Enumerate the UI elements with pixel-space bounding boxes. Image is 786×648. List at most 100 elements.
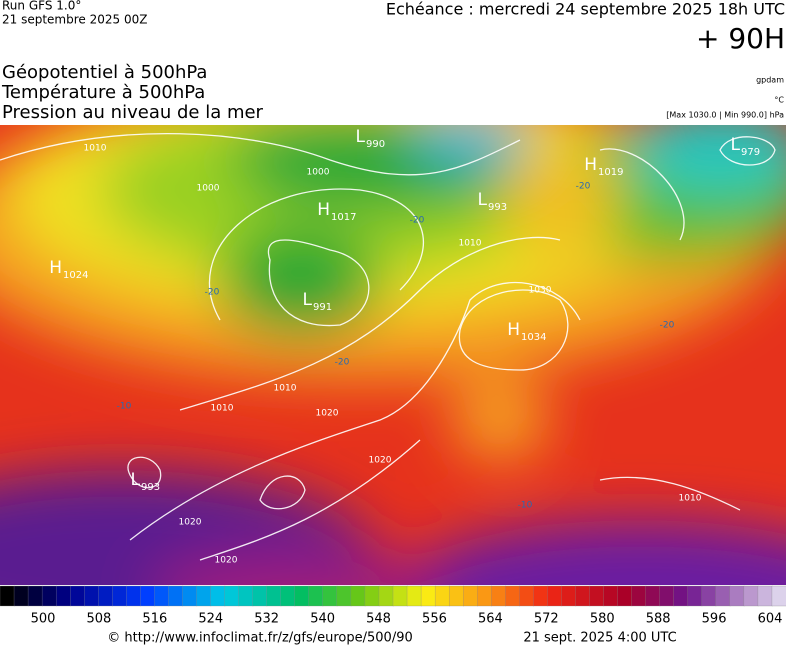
colorbar-swatch — [771, 585, 786, 607]
contour-label: -20 — [205, 288, 220, 298]
center-value: 991 — [313, 302, 332, 313]
contour-label: 1000 — [197, 184, 220, 194]
colorbar-swatch — [757, 585, 773, 607]
colorbar-swatch — [126, 585, 142, 607]
title: Température à 500hPa — [1, 82, 205, 103]
colorbar-swatch — [743, 585, 759, 607]
contour-label: 1020 — [369, 456, 392, 466]
colorbar-swatch — [0, 585, 15, 607]
colorbar-swatch — [154, 585, 170, 607]
colorbar-tick-label: 508 — [87, 612, 112, 627]
colorbar-swatch — [420, 585, 436, 607]
colorbar-swatch — [84, 585, 99, 607]
colorbar-swatch — [308, 585, 324, 607]
title: Géopotentiel à 500hPa — [2, 62, 207, 83]
run-date: 21 septembre 2025 00Z — [2, 13, 147, 27]
colorbar-swatch — [140, 585, 156, 607]
colorbar-swatch — [98, 585, 113, 607]
contour-label: 1010 — [459, 239, 482, 249]
colorbar-swatch — [687, 585, 703, 607]
contour-label: 1020 — [215, 556, 238, 566]
center-value: 990 — [366, 139, 385, 150]
colorbar-swatch — [168, 585, 184, 607]
colorbar-tick-label: 572 — [534, 612, 559, 627]
center-type: H — [317, 200, 330, 220]
colorbar-swatch — [210, 585, 226, 607]
unit: gpdam — [756, 76, 784, 85]
center-value: 1019 — [598, 167, 623, 178]
colorbar-swatch — [27, 585, 43, 607]
footer-time: 21 sept. 2025 4:00 UTC — [523, 631, 676, 646]
contour-label: -10 — [117, 402, 132, 412]
colorbar-swatch — [224, 585, 240, 607]
colorbar-swatch — [406, 585, 422, 607]
contour-label: -20 — [576, 182, 591, 192]
colorbar-swatch — [561, 585, 577, 607]
colorbar-swatch — [13, 585, 29, 607]
contour-label: 1000 — [307, 168, 330, 178]
colorbar-swatch — [645, 585, 661, 607]
colorbar-tick-label: 604 — [758, 612, 783, 627]
run-label: Run GFS 1.0° — [2, 0, 81, 13]
colorbar-tick-label: 524 — [198, 612, 223, 627]
colorbar-swatch — [589, 585, 605, 607]
colorbar-swatch — [378, 585, 394, 607]
colorbar-swatch — [729, 585, 745, 607]
footer-url: © http://www.infoclimat.fr/z/gfs/europe/… — [107, 631, 413, 646]
contour-label: 1010 — [211, 404, 234, 414]
colorbar-swatch — [364, 585, 380, 607]
colorbar-swatch — [182, 585, 198, 607]
colorbar-swatch — [266, 585, 282, 607]
center-value: 993 — [141, 482, 160, 493]
center-value: 1024 — [63, 270, 88, 281]
echeance: Echéance : mercredi 24 septembre 2025 18… — [386, 0, 785, 19]
contour-label: -20 — [660, 321, 675, 331]
contour-label: 1010 — [84, 144, 107, 154]
colorbar-swatch — [547, 585, 563, 607]
colorbar-swatch — [196, 585, 212, 607]
map — [0, 125, 786, 585]
center-type: L — [303, 290, 313, 310]
colorbar-tick-label: 532 — [254, 612, 279, 627]
colorbar-swatch — [448, 585, 464, 607]
colorbar-tick-label: 540 — [310, 612, 335, 627]
center-value: 979 — [741, 147, 760, 158]
colorbar-swatch — [659, 585, 675, 607]
colorbar-swatch — [350, 585, 366, 607]
colorbar-swatch — [603, 585, 619, 607]
colorbar-swatch — [519, 585, 535, 607]
title: Pression au niveau de la mer — [2, 102, 264, 123]
center-type: H — [584, 155, 597, 175]
colorbar-swatch — [701, 585, 717, 607]
center-value: 1034 — [521, 332, 546, 343]
colorbar-swatch — [505, 585, 520, 607]
colorbar-swatch — [336, 585, 352, 607]
colorbar-swatch — [491, 585, 506, 607]
colorbar-swatch — [631, 585, 647, 607]
center-value: 1017 — [331, 212, 356, 223]
contour-label: 1010 — [274, 384, 297, 394]
contour-label: 1010 — [679, 494, 702, 504]
contour-label: 1030 — [529, 286, 552, 296]
colorbar-swatch — [70, 585, 85, 607]
colorbar-tick-label: 548 — [366, 612, 391, 627]
colorbar-tick-label: 516 — [142, 612, 167, 627]
colorbar-tick-label: 580 — [590, 612, 615, 627]
colorbar-swatch — [575, 585, 591, 607]
colorbar-tick-label: 564 — [478, 612, 503, 627]
center-type: L — [131, 470, 141, 490]
unit: °C — [774, 96, 784, 105]
center-type: H — [49, 258, 62, 278]
colorbar-swatch — [673, 585, 689, 607]
colorbar-swatch — [238, 585, 254, 607]
contour-label: -20 — [335, 358, 350, 368]
colorbar-swatch — [280, 585, 296, 607]
colorbar-swatch — [477, 585, 492, 607]
center-type: L — [478, 190, 488, 210]
colorbar-tick-label: 500 — [31, 612, 56, 627]
colorbar-tick-label: 596 — [702, 612, 727, 627]
contour-label: -20 — [410, 216, 425, 226]
colorbar-swatch — [322, 585, 338, 607]
